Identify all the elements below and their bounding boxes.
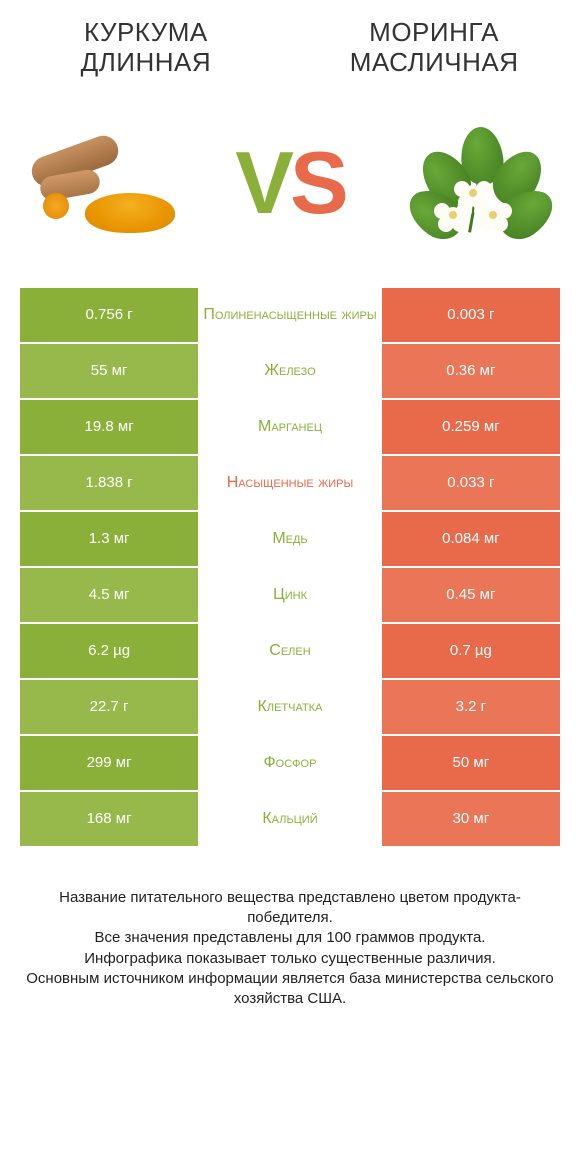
right-value-cell: 3.2 г (382, 680, 560, 734)
vs-v: V (235, 132, 290, 234)
turmeric-icon (25, 128, 175, 238)
right-value-cell: 0.36 мг (382, 344, 560, 398)
nutrient-label: Селен (198, 624, 382, 678)
table-row: 1.3 мгМедь0.084 мг (20, 512, 560, 566)
nutrient-label: Железо (198, 344, 382, 398)
left-value-cell: 19.8 мг (20, 400, 198, 454)
right-value-cell: 0.033 г (382, 456, 560, 510)
nutrient-label: Марганец (198, 400, 382, 454)
table-row: 299 мгФосфор50 мг (20, 736, 560, 790)
table-row: 19.8 мгМарганец0.259 мг (20, 400, 560, 454)
table-row: 168 мгКальций30 мг (20, 792, 560, 846)
right-value-cell: 0.7 µg (382, 624, 560, 678)
right-value-cell: 0.45 мг (382, 568, 560, 622)
left-value-cell: 0.756 г (20, 288, 198, 342)
moringa-icon (405, 123, 555, 243)
table-row: 4.5 мгЦинк0.45 мг (20, 568, 560, 622)
right-value-cell: 0.259 мг (382, 400, 560, 454)
right-product-image (400, 118, 560, 248)
vs-s: S (290, 132, 345, 234)
left-value-cell: 6.2 µg (20, 624, 198, 678)
right-value-cell: 0.084 мг (382, 512, 560, 566)
footer-line: Основным источником информации является … (20, 969, 560, 1010)
footer-notes: Название питательного вещества представл… (0, 848, 580, 1010)
footer-line: Название питательного вещества представл… (20, 888, 560, 929)
left-value-cell: 168 мг (20, 792, 198, 846)
comparison-table: 0.756 гПолиненасыщенные жиры0.003 г55 мг… (0, 288, 580, 848)
left-value-cell: 1.838 г (20, 456, 198, 510)
left-product-image (20, 118, 180, 248)
footer-line: Все значения представлены для 100 граммо… (20, 928, 560, 948)
table-row: 55 мгЖелезо0.36 мг (20, 344, 560, 398)
vs-label: VS (235, 132, 344, 234)
left-product-title: Куркума длинная (28, 18, 264, 78)
nutrient-label: Кальций (198, 792, 382, 846)
left-value-cell: 55 мг (20, 344, 198, 398)
left-value-cell: 299 мг (20, 736, 198, 790)
right-value-cell: 50 мг (382, 736, 560, 790)
right-value-cell: 0.003 г (382, 288, 560, 342)
right-product-title: Моринга масличная (316, 18, 552, 78)
left-value-cell: 1.3 мг (20, 512, 198, 566)
left-value-cell: 22.7 г (20, 680, 198, 734)
nutrient-label: Медь (198, 512, 382, 566)
header: Куркума длинная Моринга масличная (0, 0, 580, 88)
nutrient-label: Цинк (198, 568, 382, 622)
footer-line: Инфографика показывает только существенн… (20, 949, 560, 969)
table-row: 6.2 µgСелен0.7 µg (20, 624, 560, 678)
left-value-cell: 4.5 мг (20, 568, 198, 622)
nutrient-label: Насыщенные жиры (198, 456, 382, 510)
table-row: 1.838 гНасыщенные жиры0.033 г (20, 456, 560, 510)
right-value-cell: 30 мг (382, 792, 560, 846)
table-row: 0.756 гПолиненасыщенные жиры0.003 г (20, 288, 560, 342)
nutrient-label: Фосфор (198, 736, 382, 790)
table-row: 22.7 гКлетчатка3.2 г (20, 680, 560, 734)
infographic-container: Куркума длинная Моринга масличная VS (0, 0, 580, 1174)
nutrient-label: Клетчатка (198, 680, 382, 734)
hero-row: VS (0, 88, 580, 288)
nutrient-label: Полиненасыщенные жиры (198, 288, 382, 342)
